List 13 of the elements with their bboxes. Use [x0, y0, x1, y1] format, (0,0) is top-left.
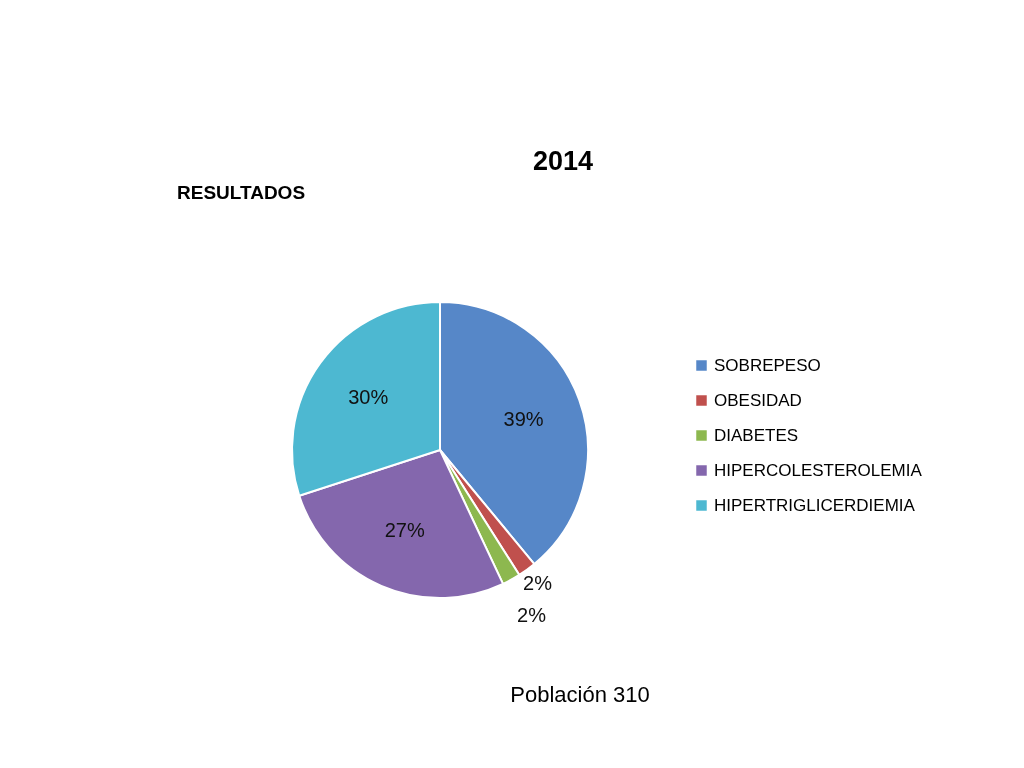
data-label: 2%	[517, 604, 547, 627]
legend-label: OBESIDAD	[714, 390, 802, 410]
chart-title: 2014	[533, 146, 594, 176]
data-label: 27%	[384, 519, 425, 542]
legend-label: HIPERTRIGLICERDIEMIA	[714, 495, 916, 515]
text: RESULTADOS	[177, 182, 306, 203]
text: Población 310	[510, 682, 650, 707]
legend-label: SOBREPESO	[714, 355, 821, 375]
data-label: 39%	[503, 407, 544, 430]
data-label: 2%	[523, 572, 553, 595]
legend-label: HIPERCOLESTEROLEMIA	[714, 460, 923, 480]
data-label: 30%	[348, 385, 389, 408]
legend-label: DIABETES	[714, 425, 799, 445]
